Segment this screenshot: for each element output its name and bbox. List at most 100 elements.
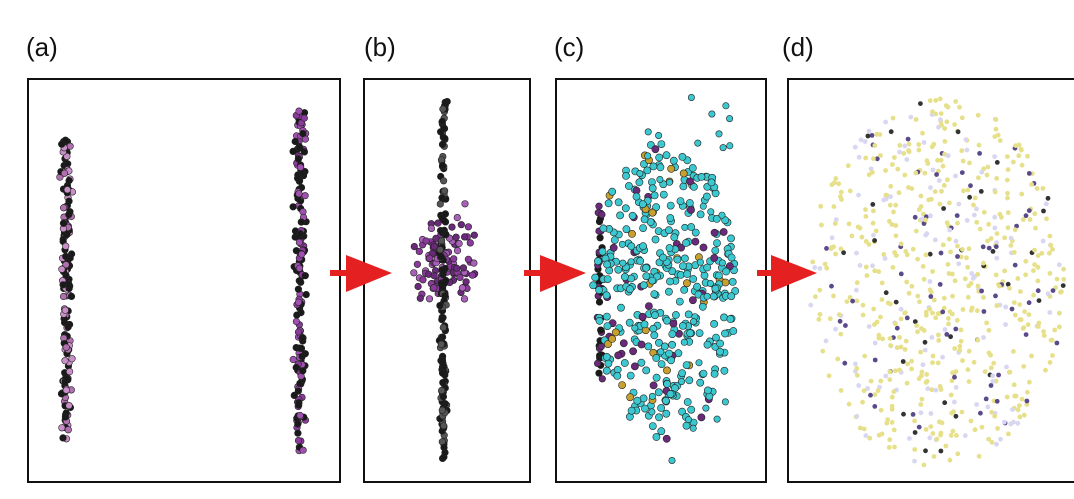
particle bbox=[442, 230, 450, 238]
particle bbox=[865, 386, 870, 391]
particle bbox=[690, 182, 698, 191]
particle bbox=[922, 339, 928, 345]
particle bbox=[643, 166, 652, 175]
particle bbox=[887, 336, 893, 341]
particle bbox=[994, 398, 1000, 404]
particle bbox=[663, 316, 671, 325]
particle bbox=[953, 369, 959, 374]
particle bbox=[625, 318, 634, 327]
particle bbox=[297, 344, 306, 353]
particle bbox=[909, 358, 914, 364]
particle bbox=[860, 399, 865, 405]
particle bbox=[919, 396, 925, 402]
particle bbox=[955, 254, 960, 259]
particle bbox=[700, 271, 709, 280]
particle bbox=[299, 130, 307, 138]
particle bbox=[890, 162, 895, 167]
particle bbox=[871, 306, 877, 312]
particle bbox=[678, 369, 686, 378]
particle bbox=[904, 315, 910, 321]
particle bbox=[835, 356, 841, 362]
particle bbox=[1061, 277, 1067, 282]
particle bbox=[703, 340, 712, 349]
particle bbox=[1041, 333, 1047, 338]
particle bbox=[426, 254, 434, 262]
particle bbox=[813, 294, 818, 300]
particle bbox=[459, 264, 468, 272]
particle bbox=[299, 367, 307, 375]
particle bbox=[832, 180, 837, 186]
particle bbox=[295, 238, 304, 246]
particle bbox=[893, 202, 899, 208]
particle bbox=[953, 385, 959, 390]
particle bbox=[1017, 317, 1023, 322]
particle bbox=[930, 431, 936, 436]
particle bbox=[923, 232, 929, 238]
particle bbox=[966, 379, 972, 384]
particle bbox=[990, 373, 996, 379]
particle bbox=[668, 330, 677, 338]
particle bbox=[1019, 396, 1025, 402]
particle bbox=[655, 132, 663, 140]
particle bbox=[864, 273, 870, 278]
particle bbox=[863, 264, 869, 270]
particle bbox=[945, 177, 950, 183]
particle bbox=[935, 360, 941, 366]
particle bbox=[289, 203, 297, 211]
particle bbox=[1023, 258, 1029, 264]
particle bbox=[1021, 325, 1027, 331]
particle bbox=[897, 367, 902, 373]
particle bbox=[59, 281, 67, 289]
particle bbox=[598, 375, 606, 383]
particle bbox=[869, 133, 875, 138]
particle bbox=[666, 277, 674, 286]
particle bbox=[1019, 191, 1025, 197]
particle bbox=[975, 337, 981, 343]
particle bbox=[64, 426, 72, 434]
particle bbox=[669, 156, 678, 165]
particle bbox=[622, 225, 631, 234]
particle bbox=[614, 351, 623, 360]
particle bbox=[65, 177, 73, 185]
particle bbox=[1011, 159, 1016, 165]
particle bbox=[979, 288, 984, 294]
particle bbox=[914, 323, 920, 328]
particle bbox=[812, 265, 818, 270]
particle bbox=[629, 347, 637, 356]
particle bbox=[865, 133, 871, 139]
particle bbox=[959, 409, 965, 415]
particle bbox=[952, 278, 958, 284]
particle bbox=[450, 255, 458, 263]
particle bbox=[595, 286, 603, 294]
particle bbox=[652, 203, 660, 212]
particle bbox=[867, 435, 873, 441]
particle bbox=[929, 387, 935, 393]
particle bbox=[923, 448, 928, 454]
particle bbox=[64, 160, 72, 168]
particle bbox=[1018, 289, 1023, 294]
particle bbox=[956, 261, 962, 267]
particle bbox=[59, 292, 68, 301]
particle bbox=[593, 359, 602, 368]
particle bbox=[822, 261, 828, 267]
particle bbox=[62, 386, 70, 394]
particle bbox=[938, 448, 944, 454]
particle bbox=[610, 236, 619, 244]
particle bbox=[294, 298, 303, 306]
particle bbox=[680, 285, 689, 294]
particle bbox=[727, 234, 735, 243]
particle bbox=[430, 243, 439, 251]
particle bbox=[693, 282, 701, 291]
particle bbox=[68, 355, 76, 363]
particle bbox=[295, 401, 303, 409]
particle bbox=[299, 334, 307, 342]
particle bbox=[657, 140, 666, 148]
arrow-shaft bbox=[330, 270, 352, 276]
particle bbox=[922, 347, 928, 353]
particle bbox=[915, 329, 920, 335]
particle bbox=[688, 164, 697, 172]
particle bbox=[993, 293, 998, 299]
particle bbox=[937, 201, 943, 207]
particle bbox=[940, 163, 946, 169]
particle bbox=[1011, 300, 1017, 305]
